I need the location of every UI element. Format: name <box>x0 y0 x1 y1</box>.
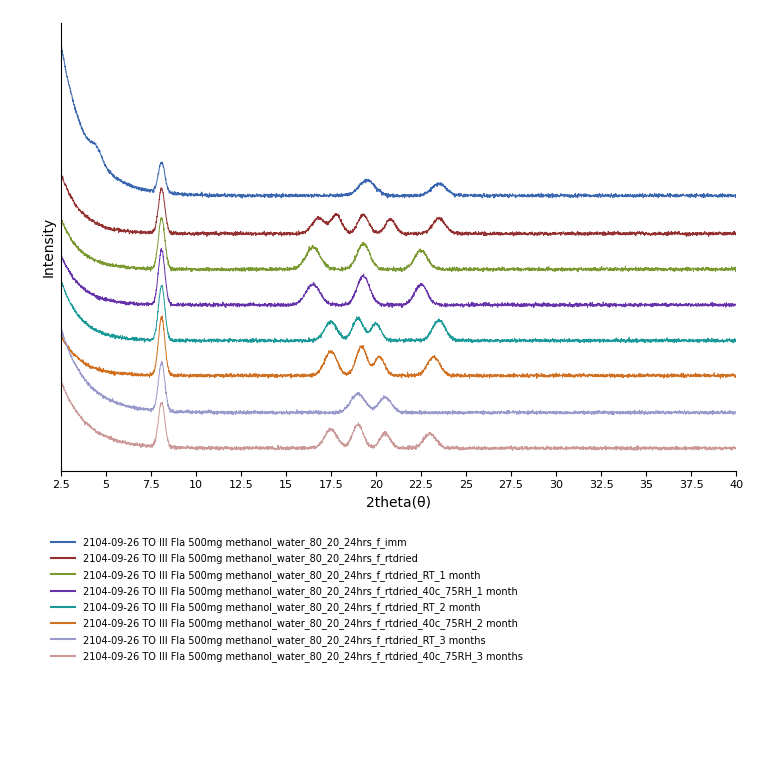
2104-09-26 TO III Fla 500mg methanol_water_80_20_24hrs_f_rtdried_40c_75RH_2 month <box>158 311 167 320</box>
2104-09-26 TO III Fla 500mg methanol_water_80_20_24hrs_f_rtdried <box>301 228 310 237</box>
2104-09-26 TO III Fla 500mg methanol_water_80_20_24hrs_f_rtdried_40c_75RH_2 month <box>732 372 741 381</box>
2104-09-26 TO III Fla 500mg methanol_water_80_20_24hrs_f_rtdried_40c_75RH_1 month <box>197 301 206 310</box>
2104-09-26 TO III Fla 500mg methanol_water_80_20_24hrs_f_rtdried_RT_2 month <box>56 275 65 284</box>
2104-09-26 TO III Fla 500mg methanol_water_80_20_24hrs_f_rtdried_40c_75RH_2 month <box>301 372 310 381</box>
2104-09-26 TO III Fla 500mg methanol_water_80_20_24hrs_f_rtdried_40c_75RH_1 month <box>157 244 166 253</box>
2104-09-26 TO III Fla 500mg methanol_water_80_20_24hrs_f_rtdried_RT_3 months <box>732 408 741 417</box>
Line: 2104-09-26 TO III Fla 500mg methanol_water_80_20_24hrs_f_rtdried_RT_1 month: 2104-09-26 TO III Fla 500mg methanol_wat… <box>61 217 736 272</box>
2104-09-26 TO III Fla 500mg methanol_water_80_20_24hrs_f_imm <box>680 191 689 200</box>
2104-09-26 TO III Fla 500mg methanol_water_80_20_24hrs_f_rtdried <box>56 168 65 177</box>
2104-09-26 TO III Fla 500mg methanol_water_80_20_24hrs_f_rtdried_40c_75RH_1 month <box>375 300 384 309</box>
2104-09-26 TO III Fla 500mg methanol_water_80_20_24hrs_f_rtdried_40c_75RH_1 month <box>221 303 230 312</box>
2104-09-26 TO III Fla 500mg methanol_water_80_20_24hrs_f_rtdried_40c_75RH_3 months <box>197 444 206 453</box>
2104-09-26 TO III Fla 500mg methanol_water_80_20_24hrs_f_rtdried_RT_1 month <box>301 254 310 263</box>
2104-09-26 TO III Fla 500mg methanol_water_80_20_24hrs_f_rtdried <box>679 231 688 240</box>
Legend: 2104-09-26 TO III Fla 500mg methanol_water_80_20_24hrs_f_imm, 2104-09-26 TO III : 2104-09-26 TO III Fla 500mg methanol_wat… <box>47 534 527 666</box>
2104-09-26 TO III Fla 500mg methanol_water_80_20_24hrs_f_rtdried_RT_3 months <box>197 407 206 416</box>
2104-09-26 TO III Fla 500mg methanol_water_80_20_24hrs_f_rtdried_40c_75RH_1 month <box>486 301 495 310</box>
2104-09-26 TO III Fla 500mg methanol_water_80_20_24hrs_f_rtdried_40c_75RH_2 month <box>457 370 466 380</box>
2104-09-26 TO III Fla 500mg methanol_water_80_20_24hrs_f_rtdried_RT_1 month <box>375 265 384 274</box>
2104-09-26 TO III Fla 500mg methanol_water_80_20_24hrs_f_rtdried_RT_1 month <box>485 263 494 272</box>
2104-09-26 TO III Fla 500mg methanol_water_80_20_24hrs_f_imm <box>301 191 310 200</box>
2104-09-26 TO III Fla 500mg methanol_water_80_20_24hrs_f_rtdried_RT_2 month <box>679 335 688 345</box>
2104-09-26 TO III Fla 500mg methanol_water_80_20_24hrs_f_rtdried <box>732 231 741 240</box>
2104-09-26 TO III Fla 500mg methanol_water_80_20_24hrs_f_rtdried_40c_75RH_3 months <box>457 445 466 454</box>
2104-09-26 TO III Fla 500mg methanol_water_80_20_24hrs_f_rtdried_RT_3 months <box>56 323 65 332</box>
2104-09-26 TO III Fla 500mg methanol_water_80_20_24hrs_f_rtdried_RT_2 month <box>457 335 466 345</box>
2104-09-26 TO III Fla 500mg methanol_water_80_20_24hrs_f_rtdried_40c_75RH_1 month <box>680 300 689 309</box>
2104-09-26 TO III Fla 500mg methanol_water_80_20_24hrs_f_rtdried_RT_3 months <box>213 410 222 419</box>
2104-09-26 TO III Fla 500mg methanol_water_80_20_24hrs_f_rtdried_RT_1 month <box>457 266 466 275</box>
X-axis label: 2theta(θ): 2theta(θ) <box>366 496 431 510</box>
2104-09-26 TO III Fla 500mg methanol_water_80_20_24hrs_f_rtdried_40c_75RH_2 month <box>197 371 206 380</box>
2104-09-26 TO III Fla 500mg methanol_water_80_20_24hrs_f_imm <box>486 191 495 200</box>
2104-09-26 TO III Fla 500mg methanol_water_80_20_24hrs_f_rtdried <box>375 228 384 238</box>
2104-09-26 TO III Fla 500mg methanol_water_80_20_24hrs_f_rtdried_RT_3 months <box>375 396 384 405</box>
Line: 2104-09-26 TO III Fla 500mg methanol_water_80_20_24hrs_f_rtdried_40c_75RH_3 months: 2104-09-26 TO III Fla 500mg methanol_wat… <box>61 380 736 450</box>
2104-09-26 TO III Fla 500mg methanol_water_80_20_24hrs_f_rtdried_RT_1 month <box>56 213 65 222</box>
Line: 2104-09-26 TO III Fla 500mg methanol_water_80_20_24hrs_f_rtdried_40c_75RH_1 month: 2104-09-26 TO III Fla 500mg methanol_wat… <box>61 248 736 307</box>
2104-09-26 TO III Fla 500mg methanol_water_80_20_24hrs_f_rtdried_40c_75RH_2 month <box>375 352 384 361</box>
Line: 2104-09-26 TO III Fla 500mg methanol_water_80_20_24hrs_f_rtdried_RT_3 months: 2104-09-26 TO III Fla 500mg methanol_wat… <box>61 327 736 414</box>
2104-09-26 TO III Fla 500mg methanol_water_80_20_24hrs_f_imm <box>458 191 467 200</box>
2104-09-26 TO III Fla 500mg methanol_water_80_20_24hrs_f_rtdried_40c_75RH_3 months <box>679 445 688 454</box>
2104-09-26 TO III Fla 500mg methanol_water_80_20_24hrs_f_imm <box>56 39 65 49</box>
2104-09-26 TO III Fla 500mg methanol_water_80_20_24hrs_f_rtdried <box>457 229 466 238</box>
2104-09-26 TO III Fla 500mg methanol_water_80_20_24hrs_f_rtdried_40c_75RH_3 months <box>732 443 741 452</box>
2104-09-26 TO III Fla 500mg methanol_water_80_20_24hrs_f_rtdried_40c_75RH_2 month <box>532 374 541 383</box>
2104-09-26 TO III Fla 500mg methanol_water_80_20_24hrs_f_rtdried_RT_1 month <box>197 264 206 273</box>
Y-axis label: Intensity: Intensity <box>41 216 55 277</box>
Line: 2104-09-26 TO III Fla 500mg methanol_water_80_20_24hrs_f_rtdried_RT_2 month: 2104-09-26 TO III Fla 500mg methanol_wat… <box>61 279 736 343</box>
2104-09-26 TO III Fla 500mg methanol_water_80_20_24hrs_f_rtdried_40c_75RH_1 month <box>458 299 467 308</box>
2104-09-26 TO III Fla 500mg methanol_water_80_20_24hrs_f_rtdried_40c_75RH_2 month <box>486 371 495 380</box>
Line: 2104-09-26 TO III Fla 500mg methanol_water_80_20_24hrs_f_imm: 2104-09-26 TO III Fla 500mg methanol_wat… <box>61 43 736 198</box>
2104-09-26 TO III Fla 500mg methanol_water_80_20_24hrs_f_rtdried_40c_75RH_3 months <box>301 442 310 451</box>
2104-09-26 TO III Fla 500mg methanol_water_80_20_24hrs_f_rtdried_RT_2 month <box>485 337 494 346</box>
2104-09-26 TO III Fla 500mg methanol_water_80_20_24hrs_f_rtdried_40c_75RH_3 months <box>486 445 495 454</box>
2104-09-26 TO III Fla 500mg methanol_water_80_20_24hrs_f_rtdried <box>56 168 65 177</box>
2104-09-26 TO III Fla 500mg methanol_water_80_20_24hrs_f_rtdried_RT_2 month <box>732 336 741 345</box>
Line: 2104-09-26 TO III Fla 500mg methanol_water_80_20_24hrs_f_rtdried: 2104-09-26 TO III Fla 500mg methanol_wat… <box>61 172 736 236</box>
2104-09-26 TO III Fla 500mg methanol_water_80_20_24hrs_f_imm <box>732 191 741 200</box>
2104-09-26 TO III Fla 500mg methanol_water_80_20_24hrs_f_rtdried_RT_3 months <box>679 408 688 417</box>
2104-09-26 TO III Fla 500mg methanol_water_80_20_24hrs_f_rtdried_RT_3 months <box>301 407 310 416</box>
2104-09-26 TO III Fla 500mg methanol_water_80_20_24hrs_f_rtdried_40c_75RH_1 month <box>732 301 741 310</box>
2104-09-26 TO III Fla 500mg methanol_water_80_20_24hrs_f_imm <box>238 194 247 203</box>
2104-09-26 TO III Fla 500mg methanol_water_80_20_24hrs_f_imm <box>197 187 206 197</box>
2104-09-26 TO III Fla 500mg methanol_water_80_20_24hrs_f_rtdried_40c_75RH_1 month <box>301 288 310 298</box>
2104-09-26 TO III Fla 500mg methanol_water_80_20_24hrs_f_rtdried_40c_75RH_3 months <box>237 446 246 455</box>
2104-09-26 TO III Fla 500mg methanol_water_80_20_24hrs_f_rtdried_RT_2 month <box>375 322 384 331</box>
2104-09-26 TO III Fla 500mg methanol_water_80_20_24hrs_f_rtdried <box>682 231 691 241</box>
2104-09-26 TO III Fla 500mg methanol_water_80_20_24hrs_f_rtdried_RT_2 month <box>301 338 310 347</box>
2104-09-26 TO III Fla 500mg methanol_water_80_20_24hrs_f_rtdried <box>197 229 206 238</box>
2104-09-26 TO III Fla 500mg methanol_water_80_20_24hrs_f_rtdried_40c_75RH_3 months <box>375 435 384 444</box>
2104-09-26 TO III Fla 500mg methanol_water_80_20_24hrs_f_rtdried_RT_1 month <box>573 267 582 276</box>
2104-09-26 TO III Fla 500mg methanol_water_80_20_24hrs_f_rtdried_40c_75RH_3 months <box>56 376 65 385</box>
2104-09-26 TO III Fla 500mg methanol_water_80_20_24hrs_f_rtdried_40c_75RH_2 month <box>680 373 689 382</box>
2104-09-26 TO III Fla 500mg methanol_water_80_20_24hrs_f_rtdried_RT_3 months <box>486 408 495 417</box>
2104-09-26 TO III Fla 500mg methanol_water_80_20_24hrs_f_rtdried <box>486 230 495 239</box>
2104-09-26 TO III Fla 500mg methanol_water_80_20_24hrs_f_imm <box>375 185 384 194</box>
2104-09-26 TO III Fla 500mg methanol_water_80_20_24hrs_f_rtdried_RT_3 months <box>457 408 466 417</box>
2104-09-26 TO III Fla 500mg methanol_water_80_20_24hrs_f_rtdried_40c_75RH_1 month <box>56 248 65 257</box>
2104-09-26 TO III Fla 500mg methanol_water_80_20_24hrs_f_rtdried_RT_1 month <box>679 263 688 272</box>
2104-09-26 TO III Fla 500mg methanol_water_80_20_24hrs_f_rtdried_RT_1 month <box>732 266 741 275</box>
2104-09-26 TO III Fla 500mg methanol_water_80_20_24hrs_f_imm <box>56 39 65 48</box>
2104-09-26 TO III Fla 500mg methanol_water_80_20_24hrs_f_rtdried_RT_2 month <box>729 339 738 348</box>
2104-09-26 TO III Fla 500mg methanol_water_80_20_24hrs_f_rtdried_RT_2 month <box>197 337 206 346</box>
2104-09-26 TO III Fla 500mg methanol_water_80_20_24hrs_f_rtdried_40c_75RH_2 month <box>56 331 65 340</box>
Line: 2104-09-26 TO III Fla 500mg methanol_water_80_20_24hrs_f_rtdried_40c_75RH_2 month: 2104-09-26 TO III Fla 500mg methanol_wat… <box>61 316 736 379</box>
